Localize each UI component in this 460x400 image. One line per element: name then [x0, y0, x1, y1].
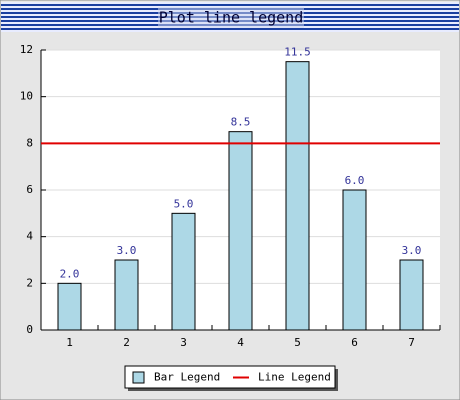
- y-tick-label: 6: [26, 183, 33, 196]
- y-tick-label: 0: [26, 323, 33, 336]
- chart-title: Plot line legend: [159, 9, 304, 27]
- bar: [228, 131, 253, 331]
- legend-swatch: [132, 371, 145, 384]
- legend-label: Bar Legend: [154, 371, 220, 384]
- bar: [342, 189, 367, 331]
- value-label: 3.0: [117, 244, 137, 257]
- x-tick-label: 1: [66, 336, 73, 349]
- x-tick-label: 3: [180, 336, 187, 349]
- y-tick-label: 10: [20, 90, 33, 103]
- legend-box: [124, 365, 336, 389]
- legend-label: Line Legend: [258, 371, 331, 384]
- x-tick-label: 7: [408, 336, 415, 349]
- value-label: 2.0: [60, 267, 80, 280]
- x-tick-label: 6: [351, 336, 358, 349]
- bar: [57, 282, 82, 331]
- x-tick-label: 4: [237, 336, 244, 349]
- y-tick-label: 8: [26, 136, 33, 149]
- title-backdrop: [158, 7, 304, 28]
- y-tick-label: 12: [20, 43, 33, 56]
- value-label: 8.5: [231, 116, 251, 129]
- value-label: 11.5: [284, 46, 311, 59]
- bar: [171, 212, 196, 331]
- x-tick-label: 5: [294, 336, 301, 349]
- y-tick-label: 4: [26, 230, 33, 243]
- bar: [114, 259, 139, 331]
- value-label: 3.0: [402, 244, 422, 257]
- bar: [399, 259, 424, 331]
- bar: [285, 61, 310, 331]
- y-tick-label: 2: [26, 276, 33, 289]
- value-label: 6.0: [345, 174, 365, 187]
- value-label: 5.0: [174, 197, 194, 210]
- x-tick-label: 2: [123, 336, 130, 349]
- legend: Bar Legend Line Legend: [124, 365, 338, 391]
